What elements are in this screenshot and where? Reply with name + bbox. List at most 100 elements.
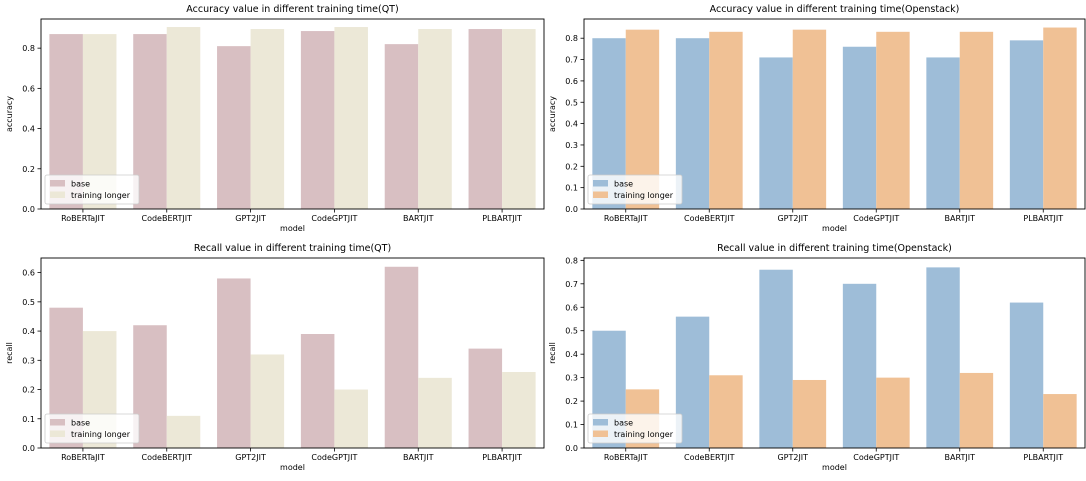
legend-label-base: base: [614, 419, 633, 428]
x-tick-label: GPT2JIT: [235, 214, 266, 223]
y-tick-label: 0.5: [22, 298, 35, 307]
bar-training-longer-bartjit: [959, 31, 994, 210]
bar-training-longer-bartjit: [418, 29, 452, 209]
bar-base-codegptjit: [300, 334, 335, 448]
bar-training-longer-codebertjit: [166, 415, 201, 448]
bar-training-longer-codebertjit: [709, 31, 743, 210]
legend-label-training-longer: training longer: [71, 191, 131, 200]
y-tick-label: 0.8: [565, 34, 578, 43]
bar-training-longer-bartjit: [418, 377, 452, 448]
bar-training-longer-codebertjit: [166, 27, 201, 209]
y-tick-label: 0.7: [565, 280, 578, 289]
x-tick-label: GPT2JIT: [235, 453, 266, 462]
x-tick-label: PLBARTJIT: [482, 453, 522, 462]
x-tick-label: RoBERTaJIT: [604, 453, 648, 462]
x-tick-label: CodeBERTJIT: [684, 453, 735, 462]
y-tick-label: 0.0: [22, 205, 35, 214]
y-tick-label: 0.2: [22, 386, 35, 395]
legend-label-base: base: [71, 419, 90, 428]
chart-title: Accuracy value in different training tim…: [186, 4, 398, 15]
y-tick-label: 0.6: [22, 269, 35, 278]
y-tick-label: 0.6: [565, 77, 578, 86]
x-tick-label: CodeBERTJIT: [142, 453, 193, 462]
x-axis-label: model: [822, 463, 847, 472]
y-tick-label: 0.5: [565, 98, 578, 107]
bar-training-longer-codegptjit: [876, 31, 910, 210]
legend-swatch-base: [593, 419, 608, 426]
y-tick-label: 0.0: [565, 444, 578, 453]
x-tick-label: CodeBERTJIT: [684, 214, 735, 223]
x-tick-label: BARTJIT: [403, 453, 434, 462]
y-tick-label: 0.3: [565, 374, 578, 383]
x-tick-label: PLBARTJIT: [1023, 214, 1063, 223]
bar-training-longer-bartjit: [959, 372, 994, 448]
bar-base-gpt2jit: [217, 46, 251, 209]
y-tick-label: 0.5: [565, 327, 578, 336]
bar-training-longer-codegptjit: [334, 389, 368, 448]
axes-frame: [583, 257, 1086, 449]
bar-base-gpt2jit: [759, 57, 793, 210]
legend-box: [587, 174, 683, 205]
bar-training-longer-codegptjit: [334, 27, 368, 209]
y-tick-label: 0.2: [565, 397, 578, 406]
x-axis-label: model: [822, 224, 847, 233]
bar-base-bartjit: [926, 57, 960, 210]
y-tick-label: 0.2: [22, 165, 35, 174]
chart-panel-1: 0.0 0.2 0.4 0.6 0.8 RoBERTaJIT CodeBERTJIT GPT2…: [5, 4, 545, 233]
bar-base-codegptjit: [842, 46, 877, 209]
legend-swatch-training-longer: [50, 430, 65, 437]
chart-title: Accuracy value in different training tim…: [710, 4, 960, 15]
bar-training-longer-gpt2jit: [250, 29, 285, 209]
y-axis-label: recall: [548, 342, 557, 364]
y-tick-label: 0.2: [565, 162, 578, 171]
y-tick-label: 0.8: [565, 256, 578, 265]
bar-training-longer-gpt2jit: [250, 354, 285, 448]
bar-training-longer-gpt2jit: [792, 29, 827, 210]
bar-base-bartjit: [384, 44, 419, 209]
x-tick-label: CodeGPTJIT: [853, 453, 899, 462]
x-tick-label: BARTJIT: [945, 453, 976, 462]
bar-training-longer-plbartjit: [502, 29, 536, 209]
bar-base-codegptjit: [300, 31, 335, 210]
legend-label-base: base: [71, 180, 90, 189]
bar-training-longer-plbartjit: [1043, 27, 1077, 209]
chart-panel-2: 0.0 0.1 0.2 0.3 0.4 0.5 0.6 0.7 0.8 RoBERTaJIT Cod…: [548, 4, 1086, 233]
legend-swatch-base: [593, 180, 608, 187]
chart-title: Recall value in different training time(…: [194, 243, 391, 254]
axes-frame: [583, 18, 1086, 210]
y-tick-label: 0.1: [22, 415, 35, 424]
x-tick-label: RoBERTaJIT: [61, 214, 105, 223]
x-axis-label: model: [280, 463, 305, 472]
y-tick-label: 0.3: [565, 141, 578, 150]
x-tick-label: CodeBERTJIT: [142, 214, 193, 223]
chart-panel-4: 0.0 0.1 0.2 0.3 0.4 0.5 0.6 0.7 0.8 RoBERTaJIT Cod…: [548, 243, 1086, 472]
legend: base training longer: [44, 413, 140, 444]
bar-base-plbartjit: [1009, 302, 1044, 448]
y-tick-label: 0.6: [565, 303, 578, 312]
y-tick-label: 0.4: [565, 350, 578, 359]
bar-base-codegptjit: [842, 283, 877, 448]
x-tick-label: CodeGPTJIT: [853, 214, 899, 223]
y-tick-label: 0.1: [565, 421, 578, 430]
y-tick-label: 0.1: [565, 184, 578, 193]
legend: base training longer: [44, 174, 140, 205]
axes-frame: [40, 18, 545, 210]
bar-base-gpt2jit: [759, 269, 793, 448]
x-tick-label: PLBARTJIT: [1023, 453, 1063, 462]
legend-swatch-training-longer: [50, 191, 65, 198]
x-tick-label: BARTJIT: [403, 214, 434, 223]
legend-swatch-training-longer: [593, 191, 608, 198]
y-tick-label: 0.8: [22, 44, 35, 53]
y-tick-label: 0.7: [565, 56, 578, 65]
x-tick-label: CodeGPTJIT: [311, 214, 357, 223]
y-tick-label: 0.4: [22, 125, 35, 134]
legend-box: [587, 413, 683, 444]
chart-panel-3: 0.0 0.1 0.2 0.3 0.4 0.5 0.6 RoBERTaJIT CodeBERTJ…: [5, 243, 545, 472]
x-axis-label: model: [280, 224, 305, 233]
y-axis-label: recall: [5, 342, 14, 364]
x-tick-label: GPT2JIT: [777, 453, 808, 462]
y-tick-label: 0.0: [565, 205, 578, 214]
bar-base-plbartjit: [468, 29, 503, 209]
bar-training-longer-codebertjit: [709, 375, 743, 448]
